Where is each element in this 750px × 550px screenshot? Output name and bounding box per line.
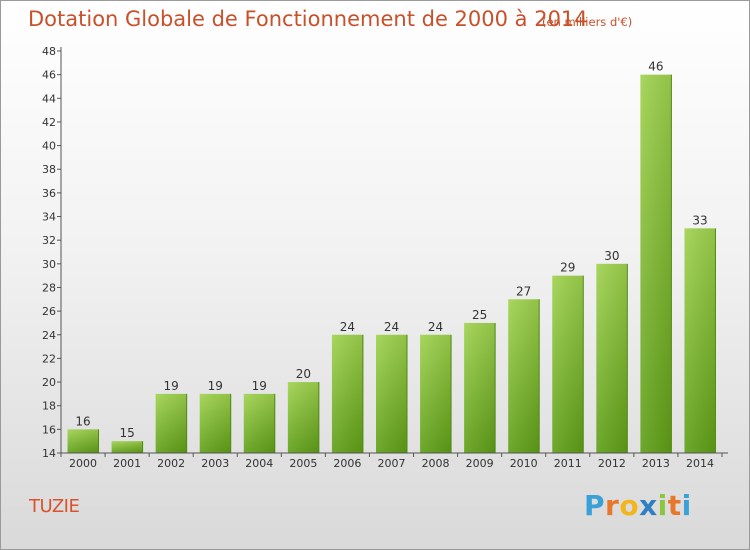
y-tick-label: 36	[42, 187, 56, 200]
bar-shade	[111, 441, 143, 453]
x-tick-label: 2013	[642, 457, 670, 470]
y-tick-label: 26	[42, 305, 56, 318]
y-tick-label: 18	[42, 400, 56, 413]
bar-shade	[287, 382, 319, 453]
logo-letter: P	[584, 489, 606, 522]
y-tick-label: 46	[42, 69, 56, 82]
y-tick-label: 34	[42, 211, 56, 224]
logo-letter: i	[681, 489, 692, 522]
y-tick-label: 20	[42, 376, 56, 389]
data-label-2013: 46	[648, 60, 663, 74]
x-tick-label: 2012	[598, 457, 626, 470]
y-tick-label: 22	[42, 352, 56, 365]
x-tick-label: 2005	[289, 457, 317, 470]
axes-layer: 2000 2001 2002 2003 2004 2005 2006 2007 2008 2009…	[42, 45, 728, 470]
bar-shade	[464, 322, 496, 453]
bar-shade	[552, 275, 584, 453]
bar-shade	[684, 228, 716, 453]
chart-subtitle: (en milliers d'€)	[542, 15, 633, 29]
data-label-2002: 19	[164, 379, 179, 393]
y-tick-label: 40	[42, 140, 56, 153]
x-tick-label: 2002	[157, 457, 185, 470]
logo-letter: t	[667, 489, 682, 522]
chart-title: Dotation Globale de Fonctionnement de 20…	[28, 7, 588, 31]
x-tick-label: 2004	[245, 457, 273, 470]
bar-shade	[155, 393, 187, 453]
y-tick-label: 30	[42, 258, 56, 271]
data-label-2012: 30	[604, 249, 619, 263]
x-tick-label: 2014	[686, 457, 714, 470]
data-label-2001: 15	[119, 426, 134, 440]
y-tick-label: 14	[42, 447, 56, 460]
bar-shade	[243, 393, 275, 453]
data-label-2003: 19	[208, 379, 223, 393]
y-tick-label: 38	[42, 163, 56, 176]
x-tick-label: 2009	[466, 457, 494, 470]
proxiti-logo: Proxiti	[584, 489, 692, 522]
data-label-2014: 33	[692, 213, 707, 227]
logo-letter: x	[639, 489, 658, 522]
x-tick-label: 2010	[510, 457, 538, 470]
x-tick-label: 2011	[554, 457, 582, 470]
y-tick-label: 44	[42, 92, 56, 105]
data-label-2011: 29	[560, 261, 575, 275]
data-label-2010: 27	[516, 284, 531, 298]
logo-letter: r	[605, 489, 620, 522]
bar-shade	[640, 74, 672, 453]
data-label-2006: 24	[340, 320, 355, 334]
logo-letter: o	[619, 489, 640, 522]
x-tick-label: 2008	[422, 457, 450, 470]
data-label-2000: 16	[75, 414, 90, 428]
data-label-2007: 24	[384, 320, 399, 334]
bar-shade	[376, 334, 407, 453]
data-label-2009: 25	[472, 308, 487, 322]
y-tick-label: 16	[42, 423, 56, 436]
data-label-2008: 24	[428, 320, 443, 334]
place-name: TUZIE	[29, 496, 80, 517]
y-tick-label: 24	[42, 329, 56, 342]
data-label-2005: 20	[296, 367, 311, 381]
bars-layer: 16 15 19 19 19 20 24 24 24 25 27 29 30 46 33	[67, 60, 716, 453]
bar-shade	[508, 299, 540, 453]
y-tick-label: 42	[42, 116, 56, 129]
bar-shade	[331, 334, 363, 453]
logo-letter: i	[657, 489, 668, 522]
y-tick-label: 32	[42, 234, 56, 247]
x-tick-label: 2001	[113, 457, 141, 470]
x-tick-label: 2003	[201, 457, 229, 470]
bar-shade	[199, 393, 231, 453]
y-tick-label: 28	[42, 281, 56, 294]
bar-shade	[67, 429, 99, 453]
x-tick-label: 2007	[378, 457, 406, 470]
bar-shade	[596, 263, 628, 453]
data-label-2004: 19	[252, 379, 267, 393]
bar-shade	[420, 334, 452, 453]
y-tick-label: 48	[42, 45, 56, 58]
x-tick-label: 2000	[69, 457, 97, 470]
x-tick-label: 2006	[333, 457, 361, 470]
